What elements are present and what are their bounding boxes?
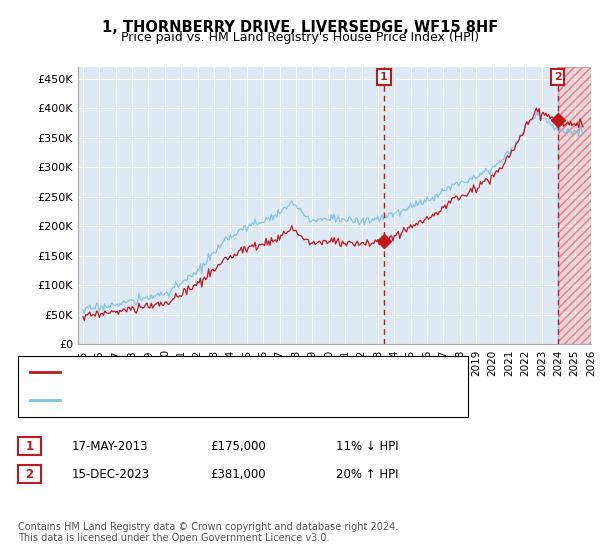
Text: 17-MAY-2013: 17-MAY-2013	[72, 440, 149, 453]
Text: 2: 2	[554, 72, 562, 82]
Text: £381,000: £381,000	[210, 468, 266, 481]
Bar	[557, 67, 591, 344]
Bar	[557, 67, 591, 344]
Text: 15-DEC-2023: 15-DEC-2023	[72, 468, 150, 481]
Text: 1, THORNBERRY DRIVE, LIVERSEDGE, WF15 8HF (detached house): 1, THORNBERRY DRIVE, LIVERSEDGE, WF15 8H…	[69, 367, 439, 377]
Text: HPI: Average price, detached house, Kirklees: HPI: Average price, detached house, Kirk…	[69, 395, 320, 405]
Text: 1: 1	[380, 72, 388, 82]
Text: 11% ↓ HPI: 11% ↓ HPI	[336, 440, 398, 453]
Text: 1, THORNBERRY DRIVE, LIVERSEDGE, WF15 8HF: 1, THORNBERRY DRIVE, LIVERSEDGE, WF15 8H…	[102, 20, 498, 35]
Text: 2: 2	[25, 468, 34, 481]
Text: Contains HM Land Registry data © Crown copyright and database right 2024.
This d: Contains HM Land Registry data © Crown c…	[18, 521, 398, 543]
Text: Price paid vs. HM Land Registry's House Price Index (HPI): Price paid vs. HM Land Registry's House …	[121, 31, 479, 44]
Text: 20% ↑ HPI: 20% ↑ HPI	[336, 468, 398, 481]
Text: £175,000: £175,000	[210, 440, 266, 453]
Text: 1: 1	[25, 440, 34, 453]
